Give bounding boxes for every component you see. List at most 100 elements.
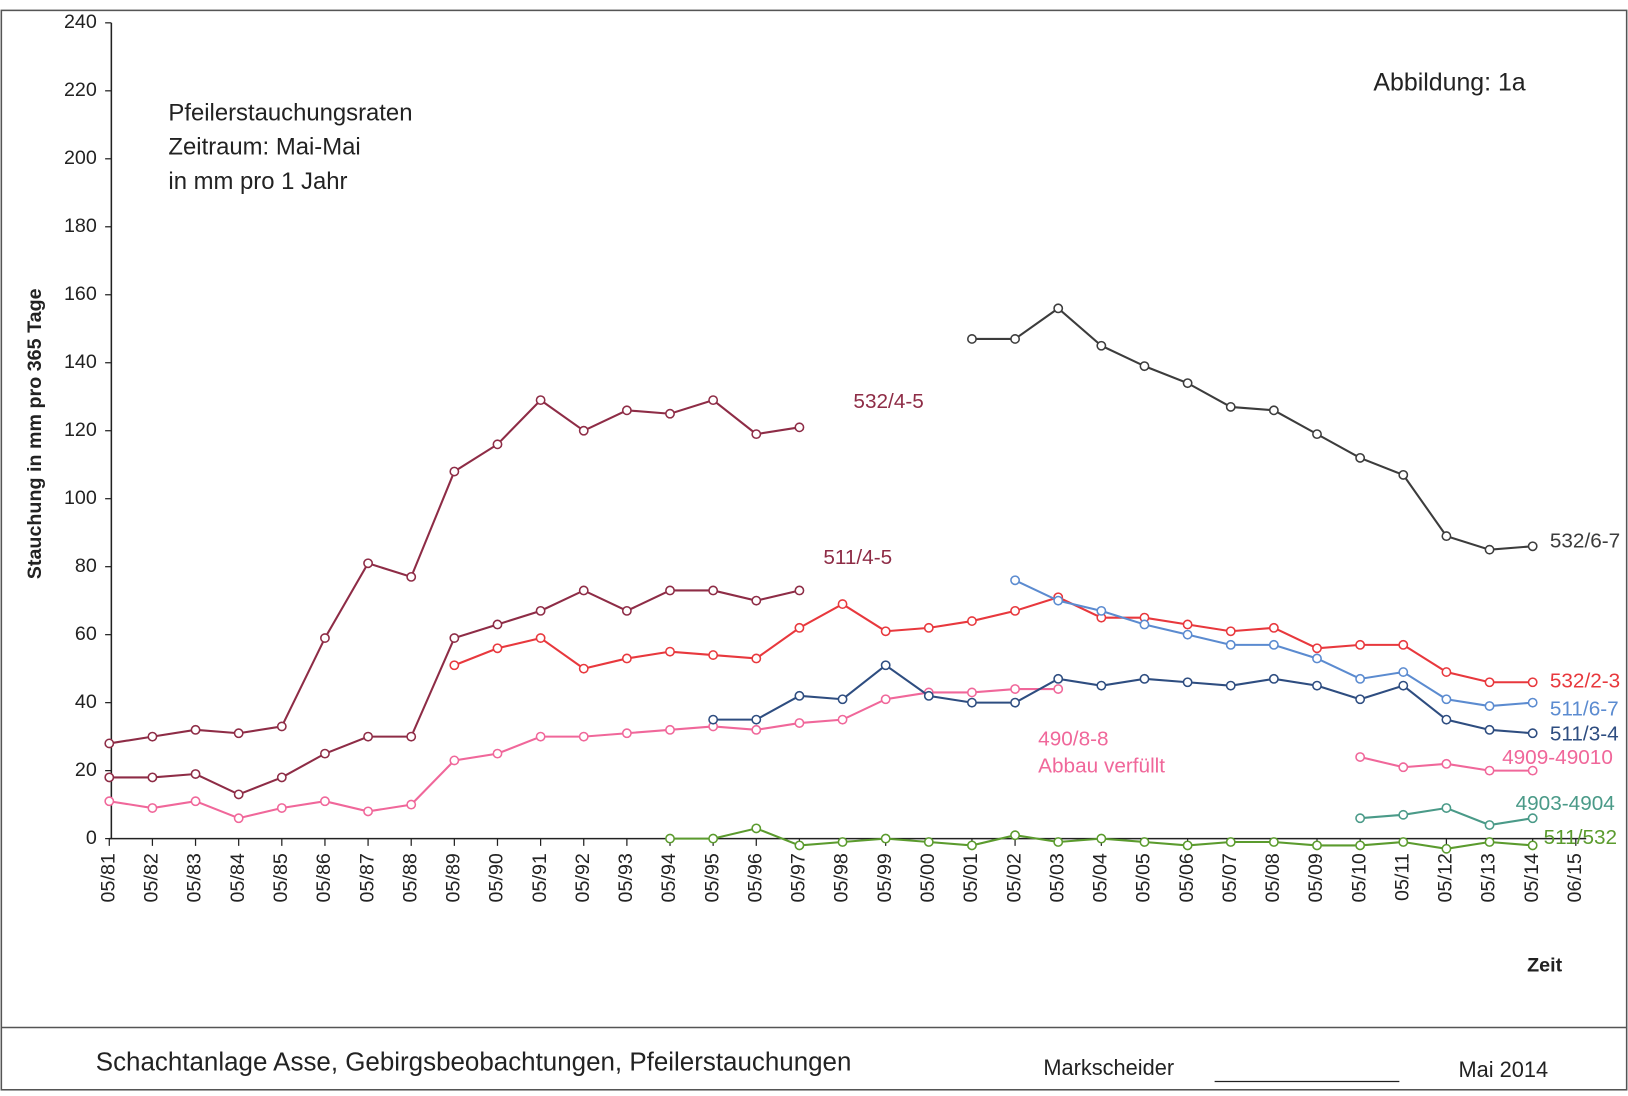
data-point [492,748,503,759]
data-point [406,571,417,582]
series-line [971,307,1533,551]
data-point [1182,840,1193,851]
x-tick-label: 05/02 [1003,853,1025,902]
data-point [1527,697,1538,708]
x-tick-label: 05/06 [1176,853,1198,902]
data-point [1096,340,1107,351]
data-point [1010,334,1021,344]
x-tick-label: 05/83 [184,853,206,902]
data-point [1139,837,1150,847]
data-point [794,585,805,596]
data-point [1527,840,1538,851]
x-tick-label: 05/09 [1305,853,1327,902]
y-tick-label: 200 [64,147,97,169]
data-point [1398,680,1409,691]
data-point [320,748,330,759]
data-point [1139,673,1150,684]
data-point [880,660,891,671]
x-tick-label: 05/84 [227,853,249,902]
data-point [1312,653,1322,664]
data-point [708,395,719,406]
series-label: 511/6-7 [1550,697,1619,720]
y-tick-label: 80 [75,555,97,577]
data-point [665,585,675,596]
data-point [104,796,115,807]
x-tick-label: 05/07 [1219,853,1241,902]
data-point [147,772,158,783]
data-point [1096,833,1107,844]
data-point [1053,673,1064,684]
data-point [794,718,805,728]
series-line [109,688,1059,820]
x-tick-label: 05/81 [97,853,119,902]
y-tick-label: 140 [64,351,97,373]
x-tick-label: 05/98 [831,853,853,902]
data-point [1182,378,1193,389]
data-point [233,789,244,800]
data-point [1441,531,1452,542]
series-label: 511/532 [1544,826,1617,849]
data-point [363,731,374,742]
x-tick-label: 05/01 [960,853,982,902]
data-point [1182,629,1193,640]
data-point [1225,401,1236,412]
data-point [1355,639,1366,650]
data-point [967,697,977,708]
data-point [708,714,719,725]
data-point [1527,813,1538,824]
y-tick-label: 20 [75,759,97,781]
data-point [923,622,934,633]
data-point [1484,724,1495,735]
data-point [147,803,158,813]
data-point [1355,673,1366,684]
data-point [449,755,460,766]
y-tick-label: 240 [64,11,97,33]
data-point [1398,809,1409,820]
data-point [578,425,589,436]
data-point [276,772,287,783]
data-point [1398,762,1409,773]
data-point [406,799,417,810]
data-point [1484,765,1495,776]
data-point [967,840,977,851]
data-point [1139,361,1150,372]
x-tick-label: 05/87 [356,853,378,902]
data-point [276,721,287,732]
data-point [794,422,805,433]
data-point [492,439,503,450]
series-label: 4909-49010 [1502,746,1613,769]
data-point [880,626,891,637]
data-point [276,803,287,813]
footer-title: Schachtanlage Asse, Gebirgsbeobachtungen… [96,1049,852,1077]
y-tick-label: 0 [86,827,97,849]
data-point [1053,837,1064,847]
data-point [1268,673,1279,684]
data-point [233,813,244,824]
data-point [1355,694,1366,705]
x-tick-label: 05/88 [399,853,421,902]
data-point [1225,639,1236,650]
x-tick-label: 05/14 [1521,853,1543,902]
data-point [967,687,977,698]
series-line [453,596,1533,684]
footer-date: Mai 2014 [1459,1057,1549,1082]
data-point [1312,643,1322,654]
data-point [1484,701,1495,711]
footer-signature: Markscheider [1043,1055,1174,1080]
chart-title: Pfeilerstauchungsraten [168,99,412,126]
data-point [320,796,330,807]
data-point [1527,728,1538,739]
series-label: 4903-4904 [1516,792,1615,815]
x-tick-label: 05/90 [486,853,508,902]
chart-title: Zeitraum: Mai-Mai [168,134,360,161]
data-point [708,833,719,844]
data-point [1010,575,1021,586]
x-tick-label: 05/13 [1478,853,1500,902]
x-tick-label: 05/94 [658,853,680,902]
x-tick-label: 05/11 [1391,853,1413,901]
data-point [1096,605,1107,616]
data-point [1398,639,1409,650]
data-point [578,731,589,742]
x-tick-label: 05/82 [141,853,163,902]
